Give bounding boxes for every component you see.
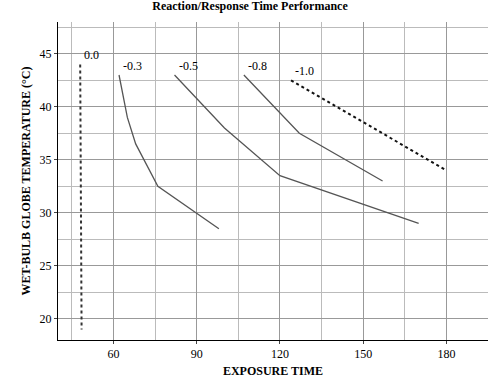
svg-text:-1.0: -1.0 — [295, 64, 314, 78]
svg-text:90: 90 — [191, 347, 203, 361]
svg-text:25: 25 — [40, 259, 52, 273]
svg-text:0.0: 0.0 — [84, 48, 99, 62]
svg-text:WET-BULB GLOBE TEMPERATURE (°C: WET-BULB GLOBE TEMPERATURE (°C) — [19, 67, 33, 296]
svg-text:40: 40 — [40, 100, 52, 114]
svg-text:EXPOSURE TIME: EXPOSURE TIME — [223, 364, 323, 378]
svg-text:30: 30 — [40, 206, 52, 220]
svg-text:60: 60 — [107, 347, 119, 361]
svg-text:45: 45 — [40, 47, 52, 61]
svg-text:150: 150 — [354, 347, 372, 361]
svg-text:35: 35 — [40, 153, 52, 167]
svg-text:-0.5: -0.5 — [179, 59, 198, 73]
svg-text:180: 180 — [437, 347, 455, 361]
svg-text:-0.8: -0.8 — [248, 59, 267, 73]
svg-text:-0.3: -0.3 — [123, 59, 142, 73]
svg-text:Reaction/Response Time Perform: Reaction/Response Time Performance — [152, 0, 348, 13]
svg-text:20: 20 — [40, 312, 52, 326]
svg-text:120: 120 — [271, 347, 289, 361]
